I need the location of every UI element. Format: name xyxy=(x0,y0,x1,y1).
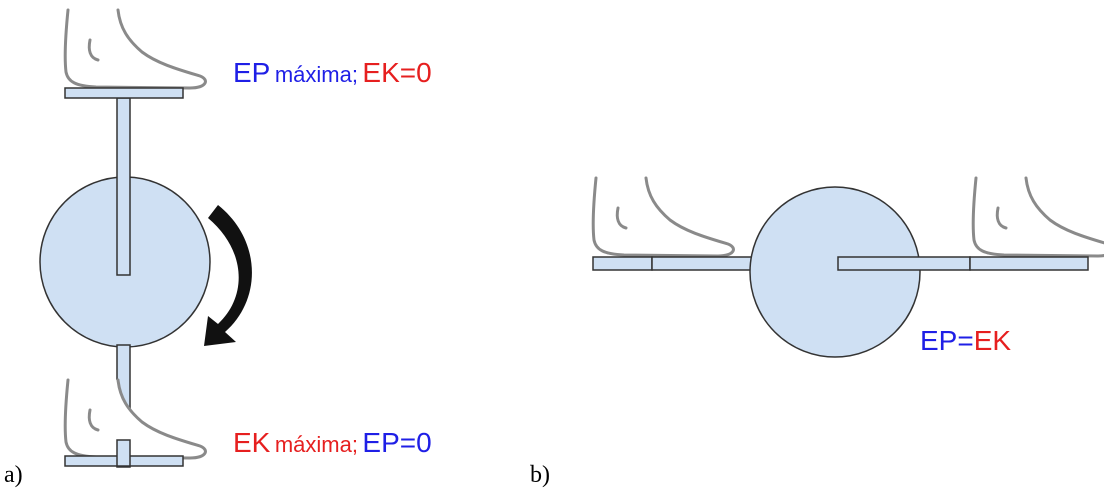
label-part: EK xyxy=(974,325,1012,356)
pedal-top xyxy=(64,87,184,99)
pedal-left xyxy=(592,256,653,271)
bottom-text: EK máxima; EP=0 xyxy=(233,427,432,458)
crank-left xyxy=(651,256,753,271)
label-part: EK xyxy=(233,427,271,458)
pedal-right xyxy=(969,256,1089,271)
crank-bottom-end xyxy=(116,439,131,467)
label-part: EK=0 xyxy=(362,57,431,88)
foot-bottom xyxy=(63,378,207,460)
label-part: EP= xyxy=(920,325,974,356)
crank-right xyxy=(837,256,971,271)
rotation-arrow xyxy=(204,205,252,346)
label-part: máxima; xyxy=(275,62,358,87)
crank-top xyxy=(116,97,131,276)
top-text: EP máxima; EK=0 xyxy=(233,57,432,88)
label-part: EP xyxy=(233,57,270,88)
panel-label: a) xyxy=(4,462,23,488)
foot-right xyxy=(971,176,1104,258)
label-part: máxima; xyxy=(275,432,358,457)
foot-left xyxy=(591,176,735,258)
panel-label: b) xyxy=(530,462,550,488)
wheel xyxy=(749,186,921,358)
panel-a: EP máxima; EK=0 EK máxima; EP=0 a) xyxy=(4,8,432,488)
balance-text: EP=EK xyxy=(920,325,1011,356)
label-part: EP=0 xyxy=(362,427,431,458)
panel-b: EP=EK b) xyxy=(530,176,1104,488)
foot-top xyxy=(63,8,207,90)
